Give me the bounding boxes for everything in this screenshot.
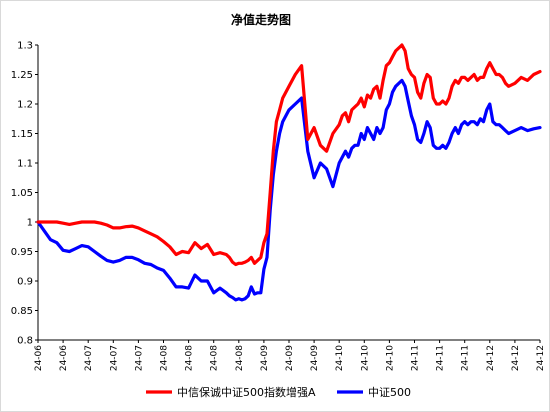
x-tick-label: 24-07: [84, 345, 94, 371]
x-tick-label: 24-12: [511, 345, 521, 371]
x-tick-label: 24-11: [436, 345, 446, 371]
plot-area: [36, 43, 542, 302]
legend: 中信保诚中证500指数增强A 中证500: [146, 385, 411, 399]
legend-label-0: 中信保诚中证500指数增强A: [177, 385, 316, 399]
y-tick-label: 1: [27, 218, 33, 229]
x-tick-label: 24-07: [134, 345, 144, 371]
x-tick-label: 24-08: [210, 345, 220, 371]
x-tick-label: 24-12: [536, 345, 546, 371]
x-tick-label: 24-08: [185, 345, 195, 371]
y-tick-label: 1.25: [11, 70, 33, 81]
x-tick-label: 24-09: [285, 345, 295, 371]
y-tick-label: 0.85: [11, 306, 33, 317]
x-tick-label: 24-11: [411, 345, 421, 371]
y-tick-label: 1.3: [17, 41, 33, 52]
x-tick-label: 24-07: [109, 345, 119, 371]
x-tick-label: 24-09: [310, 345, 320, 371]
y-tick-label: 1.15: [11, 129, 33, 140]
x-tick-label: 24-10: [385, 345, 395, 371]
x-tick-label: 24-09: [260, 345, 270, 371]
x-tick-label: 24-06: [59, 345, 69, 371]
x-tick-label: 24-08: [235, 345, 245, 371]
x-tick-label: 24-12: [486, 345, 496, 371]
series-line-0: [36, 43, 542, 267]
x-tick-label: 24-08: [160, 345, 170, 371]
y-tick-label: 1.05: [11, 188, 33, 199]
series-line-1: [36, 78, 542, 302]
y-tick-label: 0.9: [17, 277, 33, 288]
x-tick-label: 24-10: [335, 345, 345, 371]
x-tick-label: 24-06: [34, 345, 44, 371]
x-tick-label: 24-10: [360, 345, 370, 371]
y-tick-label: 0.95: [11, 247, 33, 258]
y-tick-label: 1.2: [17, 100, 33, 111]
chart-title: 净值走势图: [231, 12, 291, 27]
y-axis: 0.8 0.85 0.9 0.95 1 1.05 1.1 1.15 1.2 1.25 1.3: [11, 41, 39, 347]
legend-label-1: 中证500: [368, 386, 411, 399]
x-tick-label: 24-11: [461, 345, 471, 371]
y-tick-label: 0.8: [17, 336, 33, 347]
y-tick-label: 1.1: [17, 159, 33, 170]
x-axis: 24-06 24-06 24-07 24-07 24-07 24-08 24-08 24-08…: [34, 339, 546, 371]
